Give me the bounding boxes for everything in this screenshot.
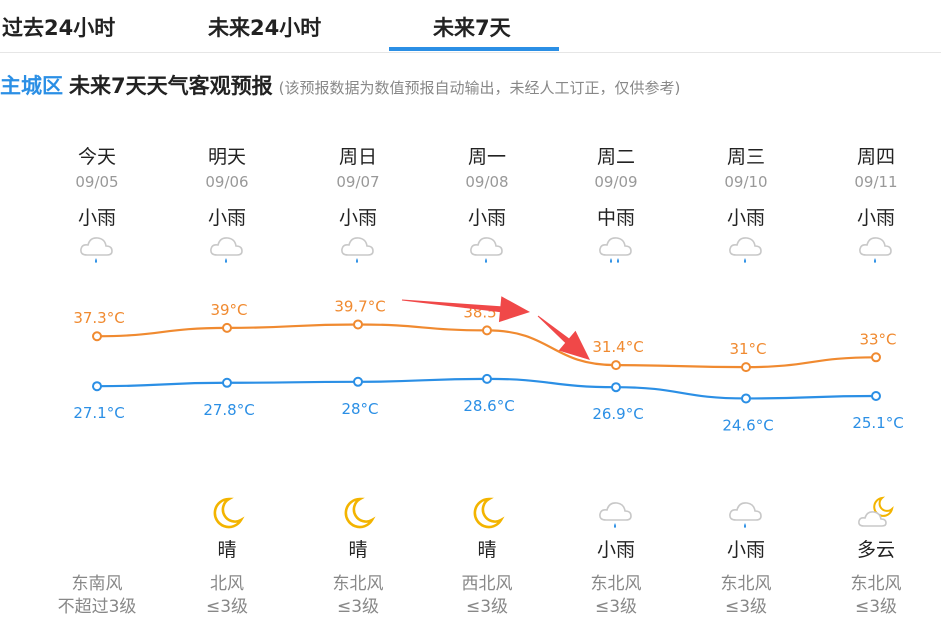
low-temp-label: 28°C (341, 400, 378, 418)
day-name: 周二 (596, 146, 635, 168)
day-weather: 小雨 (467, 207, 506, 229)
low-temp-label: 26.9°C (592, 405, 643, 423)
day-name: 周一 (467, 146, 506, 168)
wind-level: ≤3级 (205, 597, 249, 617)
wind-level: ≤3级 (465, 597, 509, 617)
tab-next-7d[interactable]: 未来7天 (433, 16, 511, 40)
low-temp-point (482, 373, 492, 384)
high-temp-point (871, 352, 881, 363)
tab-next-24h[interactable]: 未来24小时 (208, 16, 322, 40)
day-name: 周四 (856, 146, 895, 168)
forecast-tabs: 过去24小时 未来24小时 未来7天 (0, 0, 941, 53)
night-weather: 晴 (477, 539, 497, 561)
low-temp-point (611, 382, 621, 393)
low-temp-label: 25.1°C (852, 414, 903, 432)
low-temp-point (741, 393, 751, 404)
wind-direction: 东北风 (850, 574, 902, 594)
high-temp-point (482, 325, 492, 336)
day-date: 09/09 (594, 173, 638, 191)
wind-level: ≤3级 (854, 597, 898, 617)
low-temp-point (871, 391, 881, 402)
low-temp-label: 27.8°C (203, 401, 254, 419)
high-temp-label: 31°C (729, 340, 766, 358)
day-name: 周日 (338, 146, 377, 168)
low-temp-label: 24.6°C (722, 416, 773, 434)
moon-icon (338, 496, 378, 529)
low-temp-point (353, 376, 363, 387)
night-weather: 晴 (217, 539, 237, 561)
night-weather: 小雨 (596, 539, 635, 561)
wind-direction: 东北风 (332, 574, 384, 594)
wind-direction: 北风 (210, 574, 244, 594)
page-title: 未来7天天气客观预报 (69, 74, 273, 98)
forecast-disclaimer: (该预报数据为数值预报自动输出，未经人工订正，仅供参考) (278, 79, 681, 97)
wind-direction: 东南风 (71, 574, 123, 594)
wind-direction: 西北风 (461, 574, 513, 594)
annotation-arrow (537, 315, 590, 360)
high-temp-label: 37.3°C (73, 309, 124, 327)
wind-level: 不超过3级 (57, 597, 137, 617)
day-name: 明天 (207, 146, 246, 168)
active-tab-indicator (389, 47, 559, 51)
day-name: 今天 (77, 146, 116, 168)
light-rain-icon (207, 231, 247, 263)
day-date: 09/10 (724, 173, 768, 191)
day-weather: 小雨 (726, 207, 765, 229)
day-weather: 小雨 (77, 207, 116, 229)
tab-past-24h[interactable]: 过去24小时 (2, 16, 116, 40)
light-rain-icon (338, 231, 378, 263)
day-date: 09/06 (205, 173, 249, 191)
day-weather: 小雨 (338, 207, 377, 229)
region-name: 主城区 (0, 74, 63, 98)
night-weather: 小雨 (726, 539, 765, 561)
day-date: 09/05 (75, 173, 119, 191)
night-weather: 晴 (348, 539, 368, 561)
night-weather: 多云 (856, 539, 895, 561)
low-temp-label: 28.6°C (463, 397, 514, 415)
day-weather: 小雨 (207, 207, 246, 229)
day-weather: 小雨 (856, 207, 895, 229)
annotation-arrow (401, 296, 530, 323)
low-temp-point (92, 381, 102, 392)
wind-level: ≤3级 (594, 597, 638, 617)
light-rain-icon (77, 231, 117, 263)
wind-direction: 东北风 (590, 574, 642, 594)
day-date: 09/08 (465, 173, 509, 191)
forecast-header: 主城区 未来7天天气客观预报 (该预报数据为数值预报自动输出，未经人工订正，仅供参考… (0, 70, 680, 100)
moon-icon (467, 496, 507, 529)
high-temp-label: 39.7°C (334, 297, 385, 315)
light-rain-icon (856, 231, 896, 263)
day-name: 周三 (726, 146, 765, 168)
high-temp-point (92, 331, 102, 342)
high-temp-point (611, 360, 621, 371)
moderate-rain-icon (596, 231, 636, 263)
low-temp-label: 27.1°C (73, 404, 124, 422)
high-temp-point (222, 322, 232, 333)
moon-icon (207, 496, 247, 529)
high-temp-point (353, 319, 363, 330)
day-weather: 中雨 (596, 207, 635, 229)
wind-level: ≤3级 (336, 597, 380, 617)
light-rain-icon (726, 496, 766, 528)
wind-level: ≤3级 (724, 597, 768, 617)
high-temp-label: 31.4°C (592, 338, 643, 356)
high-temp-label: 33°C (859, 330, 896, 348)
high-temp-point (741, 362, 751, 373)
partly-cloudy-night-icon (856, 496, 896, 528)
day-date: 09/11 (854, 173, 898, 191)
light-rain-icon (467, 231, 507, 263)
low-temp-point (222, 377, 232, 388)
wind-direction: 东北风 (720, 574, 772, 594)
light-rain-icon (726, 231, 766, 263)
light-rain-icon (596, 496, 636, 528)
high-temp-label: 39°C (210, 301, 247, 319)
day-date: 09/07 (336, 173, 380, 191)
